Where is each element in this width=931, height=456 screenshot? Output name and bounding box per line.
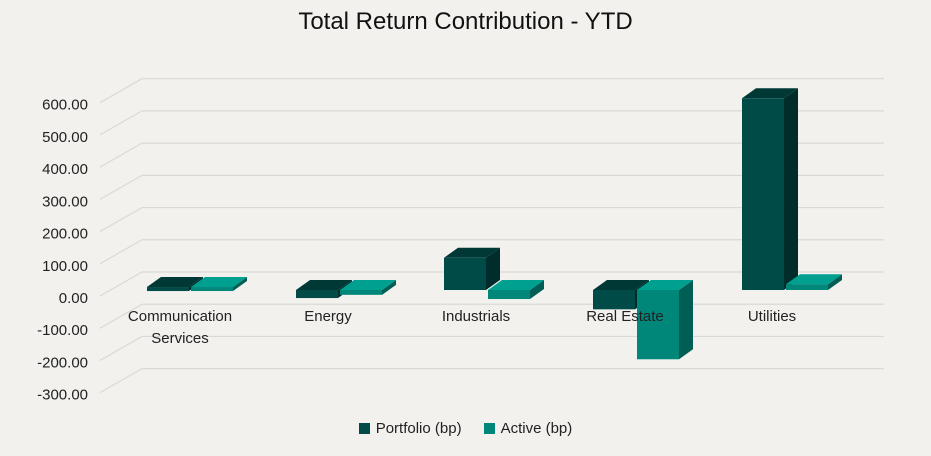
- bar-portfolio: [147, 287, 189, 292]
- bar-portfolio-top: [742, 88, 798, 99]
- y-tick-label: 300.00: [42, 193, 88, 210]
- y-tick-label: 500.00: [42, 129, 88, 146]
- bar-portfolio-side: [784, 88, 798, 290]
- y-tick-label: 0.00: [59, 290, 88, 307]
- bar-active-top: [786, 274, 842, 285]
- gridline-diagonal: [99, 174, 143, 200]
- bar-portfolio: [296, 290, 338, 299]
- bar-active-side: [382, 280, 396, 295]
- gridline-diagonal: [99, 78, 143, 104]
- y-tick-label: 200.00: [42, 226, 88, 243]
- bar-active: [786, 284, 828, 290]
- legend-swatch-active: [483, 423, 495, 434]
- gridline-diagonal: [99, 271, 143, 297]
- bar-active: [488, 290, 530, 300]
- legend-label-portfolio: Portfolio (bp): [375, 420, 462, 437]
- bar-active-side: [828, 274, 842, 290]
- legend-label-active: Active (bp): [500, 420, 573, 437]
- bar-active: [191, 287, 233, 292]
- bar-active-top: [340, 280, 396, 290]
- gridline-diagonal: [99, 207, 143, 233]
- bar-portfolio-top: [147, 277, 203, 288]
- legend-item-active: Active (bp): [483, 420, 573, 437]
- bar-portfolio-top: [296, 280, 352, 290]
- x-category-label: Real Estate: [586, 308, 664, 325]
- bar-active-side: [233, 277, 247, 292]
- gridline-diagonal: [99, 303, 143, 329]
- y-tick-label: -300.00: [37, 387, 88, 404]
- gridline-diagonal: [99, 368, 143, 394]
- legend-item-portfolio: Portfolio (bp): [358, 420, 462, 437]
- bar-active-top: [488, 280, 544, 290]
- bar-portfolio: [593, 290, 635, 310]
- gridline-diagonal: [99, 239, 143, 265]
- y-tick-label: 600.00: [42, 97, 88, 114]
- bar-active-side: [530, 280, 544, 300]
- bar-portfolio-side: [486, 247, 500, 290]
- bar-portfolio-top: [593, 280, 649, 290]
- x-category-label: Energy: [304, 308, 352, 325]
- x-category-label: Communication Services: [128, 308, 232, 347]
- bar-active: [340, 290, 382, 295]
- y-tick-label: -100.00: [37, 322, 88, 339]
- gridline-diagonal: [99, 142, 143, 168]
- gridline-diagonal: [99, 335, 143, 361]
- bar-active-side: [679, 280, 693, 360]
- y-tick-label: 400.00: [42, 161, 88, 178]
- x-category-label: Utilities: [748, 308, 796, 325]
- bar-active-top: [637, 280, 693, 290]
- y-tick-label: -200.00: [37, 354, 88, 371]
- bar-portfolio: [444, 257, 486, 290]
- x-category-label: Industrials: [442, 308, 510, 325]
- bar-portfolio: [742, 98, 784, 290]
- legend-swatch-portfolio: [358, 423, 370, 434]
- bar-portfolio-top: [444, 247, 500, 258]
- legend: Portfolio (bp) Active (bp): [0, 420, 931, 437]
- bar-active: [637, 290, 679, 360]
- y-tick-label: 100.00: [42, 258, 88, 275]
- bar-active-top: [191, 277, 247, 288]
- chart-title: Total Return Contribution - YTD: [298, 8, 633, 35]
- gridline-diagonal: [99, 110, 143, 136]
